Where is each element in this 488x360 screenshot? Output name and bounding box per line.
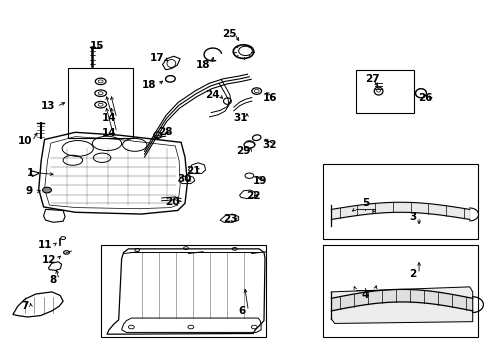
Text: 17: 17 [149,53,163,63]
Text: 31: 31 [233,113,247,123]
Text: 28: 28 [158,127,172,136]
Text: 16: 16 [262,93,277,103]
Text: 30: 30 [178,174,192,184]
Bar [323,245,477,337]
Text: 10: 10 [18,136,32,146]
Text: 9: 9 [25,186,33,197]
Text: 13: 13 [41,102,56,112]
Text: 24: 24 [205,90,220,100]
Bar [355,69,413,113]
Text: 5: 5 [361,198,368,208]
Text: 27: 27 [364,74,379,84]
Text: 21: 21 [185,166,200,176]
Text: 26: 26 [417,93,431,103]
Text: 25: 25 [221,29,236,39]
Text: 2: 2 [408,269,415,279]
Text: 1: 1 [26,168,34,178]
Bar [101,245,266,337]
Text: 7: 7 [21,301,29,311]
Text: 4: 4 [361,291,368,301]
Text: 19: 19 [252,176,267,186]
Text: 3: 3 [408,212,415,221]
Text: 15: 15 [90,41,104,50]
Text: 14: 14 [102,128,116,138]
Text: 18: 18 [142,80,156,90]
Text: 22: 22 [245,191,260,201]
Text: 8: 8 [50,275,57,285]
Text: 23: 23 [223,215,238,224]
Text: 12: 12 [42,255,57,265]
Ellipse shape [42,187,51,193]
Text: 18: 18 [195,59,210,69]
Text: 20: 20 [165,197,179,207]
Text: 29: 29 [236,145,250,156]
Text: 11: 11 [38,240,53,250]
Text: 32: 32 [262,140,277,150]
Bar [68,68,133,138]
Text: 6: 6 [238,306,245,316]
Bar [323,164,477,239]
Polygon shape [330,287,472,323]
Text: 14: 14 [102,113,116,123]
